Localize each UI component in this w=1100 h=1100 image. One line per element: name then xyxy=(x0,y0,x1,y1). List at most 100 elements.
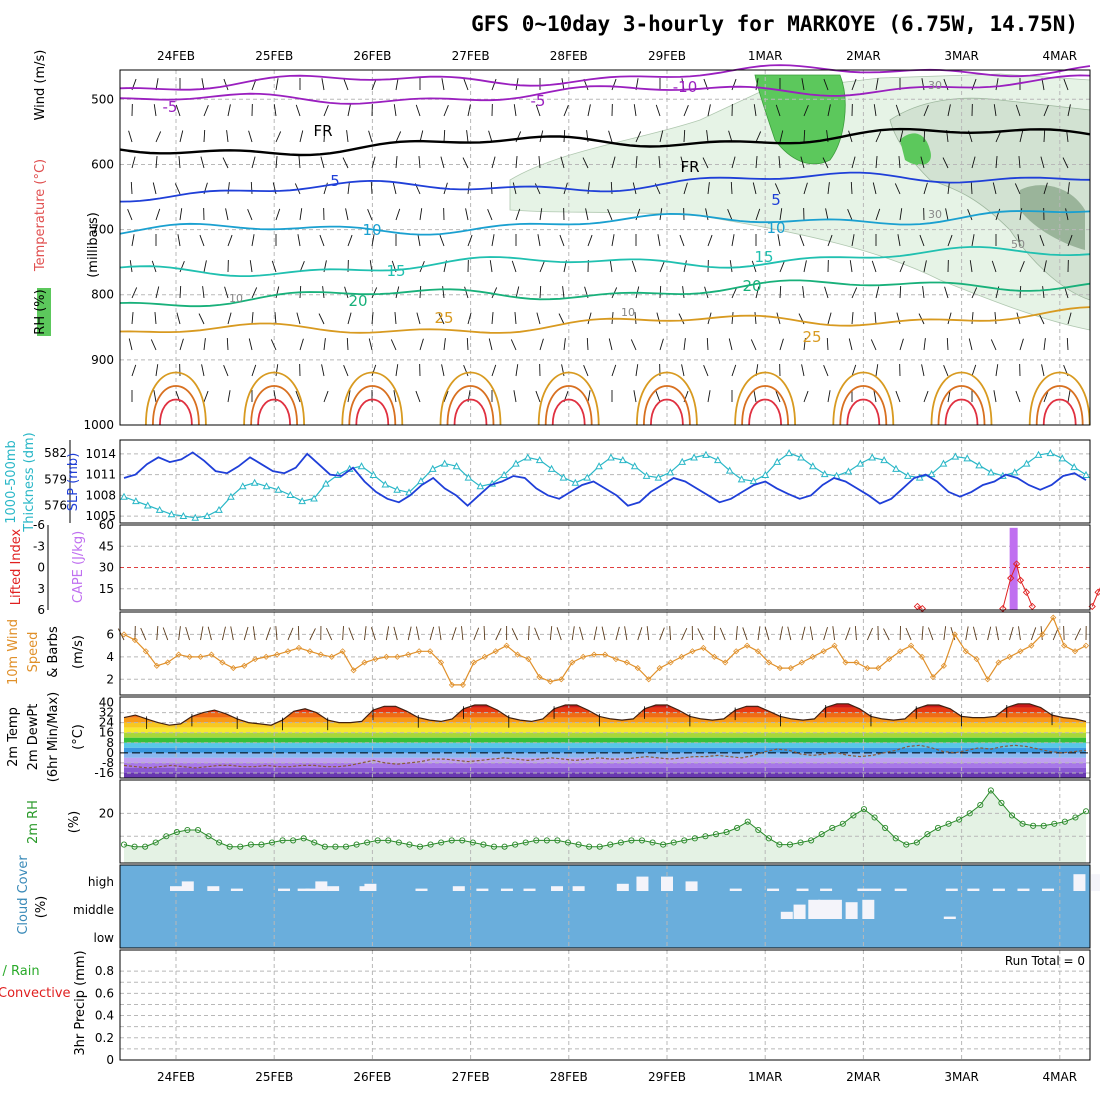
wind-barb xyxy=(585,208,589,221)
surface-isotherm-lobe xyxy=(832,371,895,426)
wind-barb xyxy=(895,104,901,117)
thickness-point xyxy=(559,473,568,481)
rh-point xyxy=(268,839,276,846)
wind-barb xyxy=(731,312,734,325)
date-label-bottom: 1MAR xyxy=(748,1070,783,1084)
wind-barb xyxy=(681,364,685,377)
rh-point xyxy=(818,831,825,838)
wind-barb xyxy=(295,104,301,117)
thickness-point xyxy=(571,478,580,486)
wind-speed-point xyxy=(929,673,937,681)
wind-barb xyxy=(1065,208,1069,221)
thickness-point xyxy=(298,497,306,505)
wind-barb xyxy=(177,234,181,247)
wind-barb xyxy=(1043,105,1049,117)
wind-barb xyxy=(850,182,853,195)
date-label-top: 4MAR xyxy=(1043,49,1078,63)
wind-barb xyxy=(561,364,565,377)
rh-point xyxy=(723,829,730,836)
rh-point xyxy=(247,841,254,848)
wind-speed-point xyxy=(634,665,641,672)
pressure-tick-label: 800 xyxy=(91,288,114,302)
thickness-point xyxy=(951,452,960,460)
wind-barb xyxy=(1067,104,1071,117)
wind-speed-point xyxy=(765,659,773,666)
surface-isotherm-lobe xyxy=(544,385,593,426)
wind-barb xyxy=(443,130,446,143)
thickness-point xyxy=(963,454,972,462)
wind-barb xyxy=(467,234,473,247)
rh-point xyxy=(300,835,307,842)
wind-speed-point xyxy=(853,659,860,666)
wind-barb xyxy=(559,234,565,247)
temp-tick-label: 32 xyxy=(99,706,114,720)
wind-barb xyxy=(1067,182,1070,195)
surface-wind-barb xyxy=(438,626,442,641)
temperature-color-fill xyxy=(124,703,1086,778)
wind-barb xyxy=(774,183,781,195)
precip-tick-label: 0.8 xyxy=(95,964,114,978)
wind-barb xyxy=(275,156,278,169)
wind-barb xyxy=(443,390,449,403)
panel-frame xyxy=(119,779,1091,864)
rh-legend-swatch xyxy=(37,288,51,336)
wind-barb xyxy=(248,338,253,351)
thickness-point xyxy=(464,473,473,481)
wind-speed-point xyxy=(689,648,696,655)
wind-barb xyxy=(491,312,494,325)
wind-barb xyxy=(801,78,805,91)
surface-wind-barb xyxy=(866,627,873,641)
wind-barb xyxy=(131,156,136,169)
wind-barb xyxy=(128,338,133,351)
isotherm--5 xyxy=(119,74,1091,105)
date-label-top: 24FEB xyxy=(157,49,195,63)
wind-barb xyxy=(371,156,376,169)
wind-speed-point xyxy=(1082,642,1090,649)
wind-barb xyxy=(272,182,277,195)
wind-barb xyxy=(513,390,517,403)
cloud-gap-bar xyxy=(327,886,340,891)
contour-label: 30 xyxy=(928,79,942,92)
wind-barb xyxy=(539,338,544,351)
wind-barb xyxy=(659,286,662,299)
wind-barb xyxy=(319,234,325,247)
surface-wind-barb xyxy=(883,628,890,641)
wind-barb xyxy=(755,208,761,221)
date-label-top: 25FEB xyxy=(255,49,293,63)
wind-barb xyxy=(1040,156,1045,169)
rh-point xyxy=(1082,808,1090,815)
wind-barb xyxy=(367,209,373,221)
rh-point xyxy=(374,837,381,844)
rh-point xyxy=(628,837,635,844)
wind-barb xyxy=(923,260,927,273)
wind-barb xyxy=(874,312,877,325)
dewpoint-series xyxy=(123,744,1087,769)
thickness-point xyxy=(286,490,295,499)
rh-point xyxy=(860,806,868,813)
date-label-top: 1MAR xyxy=(748,49,783,63)
wind-barb xyxy=(947,104,951,117)
rh-point xyxy=(184,826,191,834)
surface-isotherm-lobe xyxy=(1035,385,1084,426)
contour-label: 25 xyxy=(802,328,821,346)
wind-barb xyxy=(873,390,877,403)
wind-speed-point xyxy=(645,676,652,683)
wind-barb xyxy=(827,312,832,325)
wind-barb xyxy=(347,312,352,325)
surface-wind-barb xyxy=(348,627,354,641)
wind-barb xyxy=(875,364,879,377)
wind-speed-point xyxy=(405,651,412,658)
surface-wind-barb xyxy=(221,626,226,641)
wind-barb xyxy=(251,156,256,169)
cloud-tick-label: middle xyxy=(73,903,114,917)
rh-point xyxy=(311,839,318,846)
wind-barb xyxy=(680,156,685,169)
isotherm-5 xyxy=(119,171,1091,203)
wind-barb xyxy=(968,338,973,351)
wind-barb xyxy=(441,364,445,377)
wind-speed-point xyxy=(1028,642,1035,649)
thickness-tick-label: 576 xyxy=(44,499,67,513)
chart-fills xyxy=(37,73,1091,948)
cloud-gap-bar xyxy=(1073,874,1086,891)
wind-barb xyxy=(1043,182,1048,195)
